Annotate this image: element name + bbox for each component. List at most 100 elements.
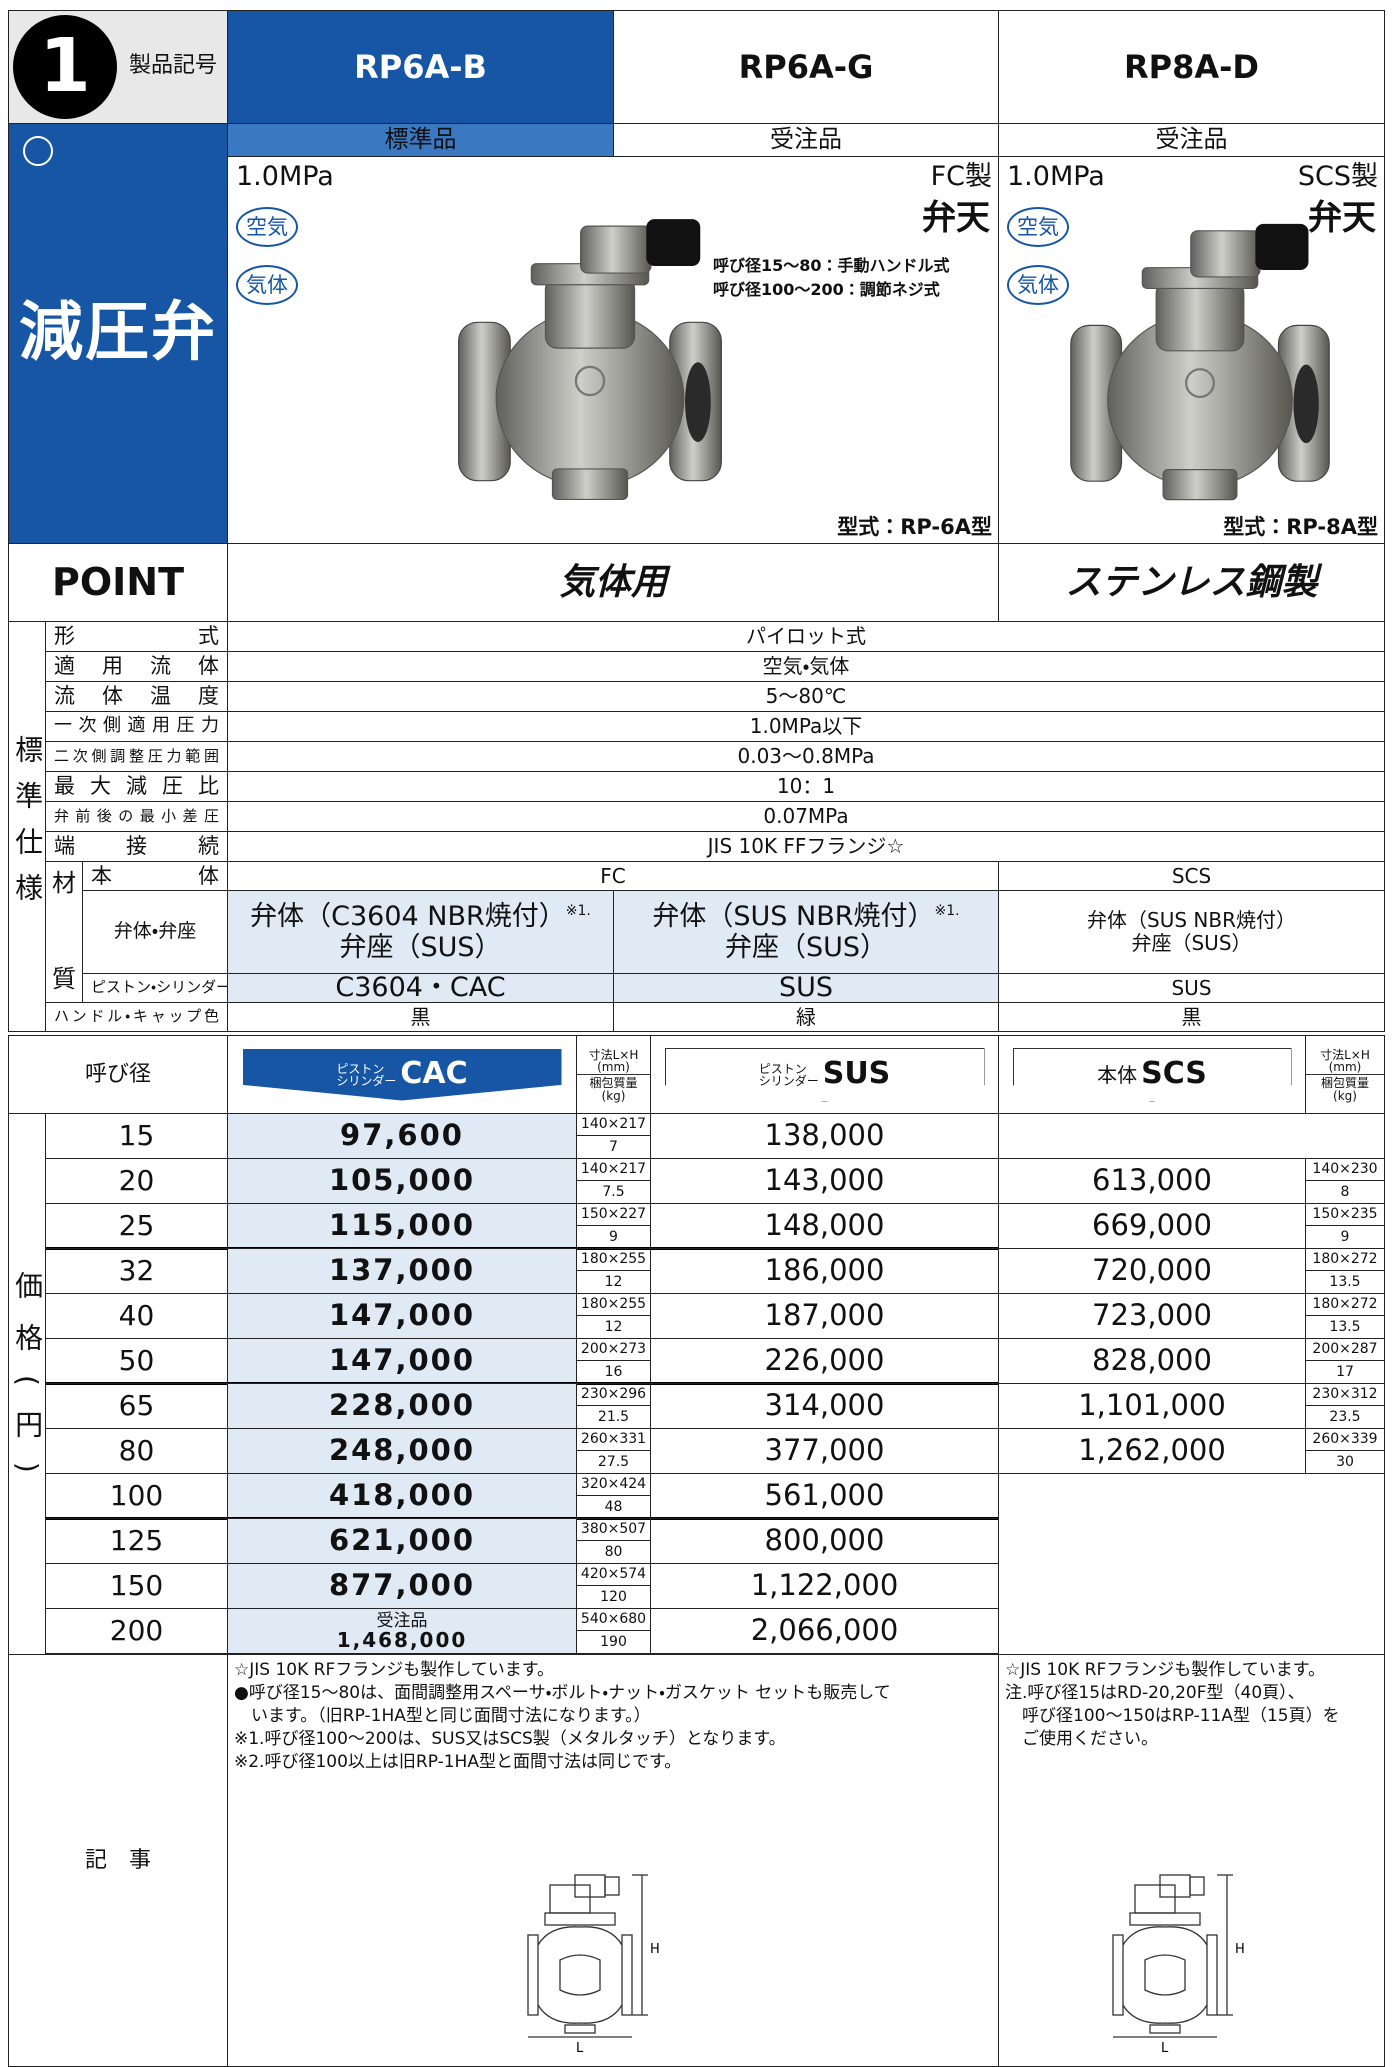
model-name: RP6A-B <box>227 10 614 124</box>
spec-label-text: 最大減圧比 <box>54 774 219 799</box>
dims: 150×235 <box>1305 1203 1385 1226</box>
price-sus: 187,000 <box>650 1293 999 1339</box>
spec-value: 5～80℃ <box>227 681 1385 712</box>
weight: 9 <box>576 1225 651 1249</box>
size: 100 <box>45 1473 228 1519</box>
dims-header-text: 寸法L×H <box>588 1047 639 1062</box>
dims: 260×331 <box>576 1428 651 1451</box>
seat-text: 弁座（SUS） <box>724 932 888 963</box>
product-photo <box>440 205 740 510</box>
weight: 27.5 <box>576 1450 651 1474</box>
brand: 弁天 <box>1308 198 1376 238</box>
spec-value: 黒 <box>227 1002 614 1032</box>
badge: 1 <box>13 15 117 119</box>
weight: 30 <box>1305 1450 1385 1474</box>
spec-label-text: ピストン・シリンダー <box>91 978 232 997</box>
dims-header-text: (kg) <box>1333 1088 1357 1103</box>
spec-value: SCS <box>998 861 1385 891</box>
dims-header-group: 梱包質量 (kg) <box>1306 1074 1384 1102</box>
weight: 7.5 <box>576 1180 651 1204</box>
price-sus: 186,000 <box>650 1248 999 1294</box>
dimension-label: H <box>650 1942 660 1957</box>
price-scs: 720,000 <box>998 1248 1306 1294</box>
dims-header-group: 寸法L×H (mm) <box>577 1047 650 1074</box>
price-sus: 377,000 <box>650 1428 999 1474</box>
dims: 180×272 <box>1305 1248 1385 1271</box>
price-cac: 147,000 <box>227 1338 577 1384</box>
spec-value: 10：1 <box>227 771 1385 802</box>
note-line: ※2.呼び径100以上は旧RP-1HA型と面間寸法は同じです。 <box>234 1752 682 1772</box>
model-type: 型式：RP-8A型 <box>1223 514 1378 539</box>
dims: 380×507 <box>576 1518 651 1541</box>
category-band: 減圧弁 <box>8 123 228 544</box>
prefix-text: ピストン <box>336 1061 385 1076</box>
disc-text: 弁体（SUS NBR焼付） <box>652 900 935 932</box>
dimension-diagram: H L <box>1112 1874 1245 2055</box>
size: 32 <box>45 1248 228 1294</box>
spec-label-text: 端接続 <box>54 834 219 859</box>
note-line: ※1.呼び径100～200は、SUS又はSCS製（メタルタッチ）となります。 <box>234 1729 786 1749</box>
price-side-label: 価格(円) <box>8 1113 46 1655</box>
notes-cell: ☆JIS 10K RFフランジも製作しています。 ●呼び径15～80は、面間調整用… <box>227 1654 999 2067</box>
note-line: います。（旧RP-1HA型と同じ面間寸法になります。） <box>234 1706 651 1726</box>
brand: 弁天 <box>922 198 990 238</box>
dims-header-text: (mm) <box>1328 1060 1362 1075</box>
spec-label: 一次側適用圧力 <box>45 711 228 742</box>
size: 150 <box>45 1563 228 1609</box>
price-cac: 621,000 <box>227 1518 577 1564</box>
price-cac: 147,000 <box>227 1293 577 1339</box>
dims: 140×217 <box>576 1113 651 1136</box>
disc-text: 弁体（C3604 NBR焼付） <box>250 900 566 932</box>
spec-label-text: 適用流体 <box>54 654 219 679</box>
media-badge: 気体 <box>236 265 298 306</box>
size: 20 <box>45 1158 228 1204</box>
weight: 48 <box>576 1495 651 1519</box>
product-note: 呼び径15～80：手動ハンドル式 <box>713 256 950 275</box>
dims-header-text: 寸法L×H <box>1320 1047 1370 1062</box>
material-side: 材質 <box>45 861 83 1003</box>
banner-prefix: ピストン シリンダー <box>336 1063 396 1087</box>
product-area: 1.0MPa FC製 弁天 空気 気体 呼び径15～80：手動ハンドル式 呼び径100～20… <box>227 156 999 544</box>
note-line: 注.呼び径15はRD-20,20F型（40頁）、 <box>1005 1683 1305 1703</box>
spec-value: 1.0MPa以下 <box>227 711 1385 742</box>
dims: 180×255 <box>576 1293 651 1316</box>
spec-label: 本体 <box>82 861 228 891</box>
dimension-label: L <box>1161 2041 1169 2055</box>
stock-status: 受注品 <box>613 123 999 157</box>
spec-value: C3604・CAC <box>227 972 614 1003</box>
media-badge: 気体 <box>1007 265 1069 306</box>
pressure: 1.0MPa <box>236 161 334 192</box>
spec-label-text: 二次側調整圧力範囲 <box>54 746 219 765</box>
model-name: RP8A-D <box>998 10 1385 124</box>
weight: 190 <box>576 1630 651 1654</box>
prefix-text: シリンダー <box>758 1073 819 1088</box>
spec-label: 流体温度 <box>45 681 228 712</box>
header-label: 製品記号 <box>129 53 218 78</box>
dims: 200×287 <box>1305 1338 1385 1361</box>
price-column-header: 本体 SCS <box>998 1035 1306 1114</box>
dims-header: 寸法L×H (mm) 梱包質量 (kg) <box>576 1035 651 1114</box>
price-scs: 828,000 <box>998 1338 1306 1384</box>
spec-value: 緑 <box>613 1002 999 1032</box>
price-cac: 418,000 <box>227 1473 577 1519</box>
dims: 230×312 <box>1305 1383 1385 1406</box>
size: 40 <box>45 1293 228 1339</box>
spec-label-text: 形式 <box>54 624 219 649</box>
price-cac: 877,000 <box>227 1563 577 1609</box>
material: FC製 <box>930 161 992 192</box>
material: SCS製 <box>1297 161 1378 192</box>
disc-line: 弁体（C3604 NBR焼付）※1. <box>250 901 591 932</box>
spec-label: 端接続 <box>45 831 228 862</box>
price-cac: 受注品 1,468,000 <box>227 1608 577 1654</box>
price-cac: 248,000 <box>227 1428 577 1474</box>
price-value: 1,468,000 <box>336 1627 468 1652</box>
dimension-label: L <box>576 2041 584 2055</box>
material-side-text: 質 <box>52 965 76 994</box>
category-title: 減圧弁 <box>19 295 217 370</box>
price-column-header: ピストン シリンダー SUS <box>650 1035 999 1114</box>
prefix-text: 本体 <box>1097 1062 1138 1087</box>
dims: 540×680 <box>576 1608 651 1631</box>
spec-value: SUS <box>613 972 999 1003</box>
stock-status: 標準品 <box>227 123 614 157</box>
